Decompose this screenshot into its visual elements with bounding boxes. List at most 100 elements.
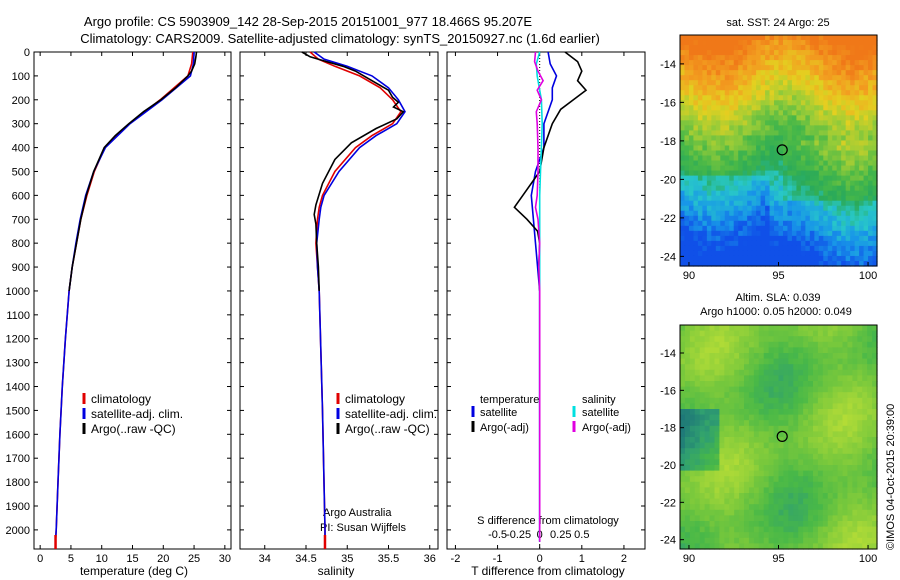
heatmap-cell <box>842 431 849 438</box>
heatmap-cell <box>729 195 735 202</box>
heatmap-cell <box>760 120 766 126</box>
heatmap-cell <box>787 100 793 106</box>
x2-tick-label: -0.5 <box>488 529 507 541</box>
heatmap-cell <box>765 90 771 96</box>
heatmap-cell <box>872 453 878 460</box>
heatmap-cell <box>798 375 804 382</box>
heatmap-cell <box>827 465 834 472</box>
heatmap-cell <box>845 165 851 172</box>
heatmap-cell <box>697 45 703 51</box>
heatmap-cell <box>742 230 748 237</box>
heatmap-cell <box>778 70 784 76</box>
heatmap-cell <box>733 205 739 212</box>
heatmap-cell <box>714 341 720 348</box>
heatmap-cell <box>778 95 784 101</box>
heatmap-cell <box>791 65 798 71</box>
heatmap-cell <box>814 75 820 81</box>
heatmap-cell <box>805 75 811 81</box>
heatmap-cell <box>704 442 711 449</box>
heatmap-cell <box>689 330 696 337</box>
annotation-pi-name: PI: Susan Wijffels <box>320 522 406 534</box>
heatmap-cell <box>847 465 853 472</box>
heatmap-cell <box>748 537 755 544</box>
x-tick-label: 34.5 <box>295 553 316 565</box>
heatmap-cell <box>697 215 703 222</box>
heatmap-cell <box>733 255 739 262</box>
heatmap-cell <box>763 509 770 516</box>
heatmap-cell <box>808 476 814 483</box>
heatmap-cell <box>814 125 820 132</box>
heatmap-cell <box>747 105 753 111</box>
heatmap-cell <box>738 130 744 137</box>
heatmap-cell <box>744 442 750 449</box>
heatmap-cell <box>680 140 686 147</box>
heatmap-cell <box>694 358 701 365</box>
heatmap-cell <box>854 60 860 66</box>
heatmap-cell <box>852 409 858 416</box>
heatmap-cell <box>805 185 811 192</box>
heatmap-cell <box>842 521 849 528</box>
heatmap-cell <box>787 255 793 262</box>
heatmap-cell <box>859 105 865 111</box>
heatmap-cell <box>812 392 819 399</box>
heatmap-cell <box>684 180 690 187</box>
heatmap-cell <box>793 358 799 365</box>
heatmap-cell <box>787 175 793 182</box>
heatmap-cell <box>814 255 820 262</box>
heatmap-cell <box>768 537 775 544</box>
heatmap-cell <box>734 409 740 416</box>
heatmap-cell <box>724 80 730 86</box>
heatmap-cell <box>872 230 878 237</box>
heatmap-cell <box>854 215 860 222</box>
heatmap-cell <box>782 165 789 172</box>
heatmap-cell <box>714 364 720 371</box>
heatmap-cell <box>850 45 856 51</box>
heatmap-cell <box>763 442 770 449</box>
heatmap-cell <box>709 336 716 343</box>
heatmap-cell <box>699 543 706 550</box>
heatmap-cell <box>800 50 806 56</box>
heatmap-cell <box>827 250 833 257</box>
heatmap-cell <box>783 498 789 505</box>
heatmap-cell <box>680 100 686 106</box>
heatmap-cell <box>817 537 824 544</box>
heatmap-cell <box>748 521 755 528</box>
heatmap-cell <box>739 375 745 382</box>
heatmap-cell <box>729 145 735 152</box>
heatmap-cell <box>805 110 811 116</box>
heatmap-cell <box>702 40 708 46</box>
heatmap-cell <box>823 150 829 157</box>
heatmap-cell <box>684 487 691 494</box>
heatmap-cell <box>756 200 762 207</box>
heatmap-cell <box>704 487 711 494</box>
heatmap-cell <box>702 175 708 182</box>
heatmap-cell <box>872 414 878 421</box>
heatmap-cell <box>711 50 717 56</box>
heatmap-cell <box>774 220 780 227</box>
heatmap-cell <box>751 200 757 207</box>
heatmap-cell <box>733 250 739 257</box>
legend-title-salinity: salinity <box>582 394 616 406</box>
heatmap-cell <box>827 205 833 212</box>
heatmap-cell <box>837 498 844 505</box>
heatmap-cell <box>778 185 784 192</box>
heatmap-cell <box>711 45 717 51</box>
heatmap-cell <box>742 35 748 41</box>
heatmap-cell <box>823 50 829 56</box>
heatmap-cell <box>783 526 789 533</box>
heatmap-cell <box>863 105 869 111</box>
heatmap-cell <box>778 155 784 162</box>
heatmap-cell <box>803 532 809 539</box>
heatmap-cell <box>689 487 696 494</box>
heatmap-cell <box>706 70 712 76</box>
heatmap-cell <box>763 336 770 343</box>
heatmap-cell <box>729 504 735 511</box>
heatmap-cell <box>872 532 878 539</box>
heatmap-cell <box>773 325 780 332</box>
heatmap-cell <box>805 100 811 106</box>
heatmap-cell <box>765 60 771 66</box>
sla-map-subtitle: Argo h1000: 0.05 h2000: 0.049 <box>700 306 852 318</box>
heatmap-cell <box>852 336 858 343</box>
heatmap-cell <box>841 40 847 46</box>
heatmap-cell <box>684 526 691 533</box>
